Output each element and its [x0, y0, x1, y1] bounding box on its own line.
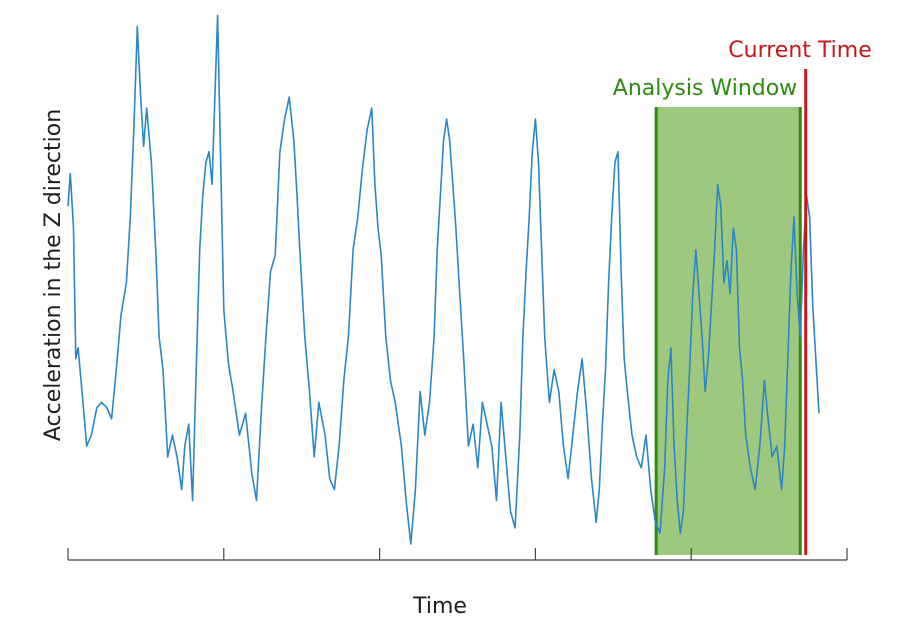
- x-axis: [67, 548, 848, 561]
- analysis-window-label: Analysis Window: [613, 76, 797, 101]
- series-line-1: [67, 14, 820, 545]
- analysis-window-region: [656, 107, 801, 555]
- analysis-window-group: [654, 107, 802, 555]
- y-axis-label: Acceleration in the Z direction: [41, 109, 66, 441]
- signal-series-group: [67, 14, 820, 545]
- current-time-label: Current Time: [728, 38, 871, 63]
- x-axis-label: Time: [412, 594, 467, 619]
